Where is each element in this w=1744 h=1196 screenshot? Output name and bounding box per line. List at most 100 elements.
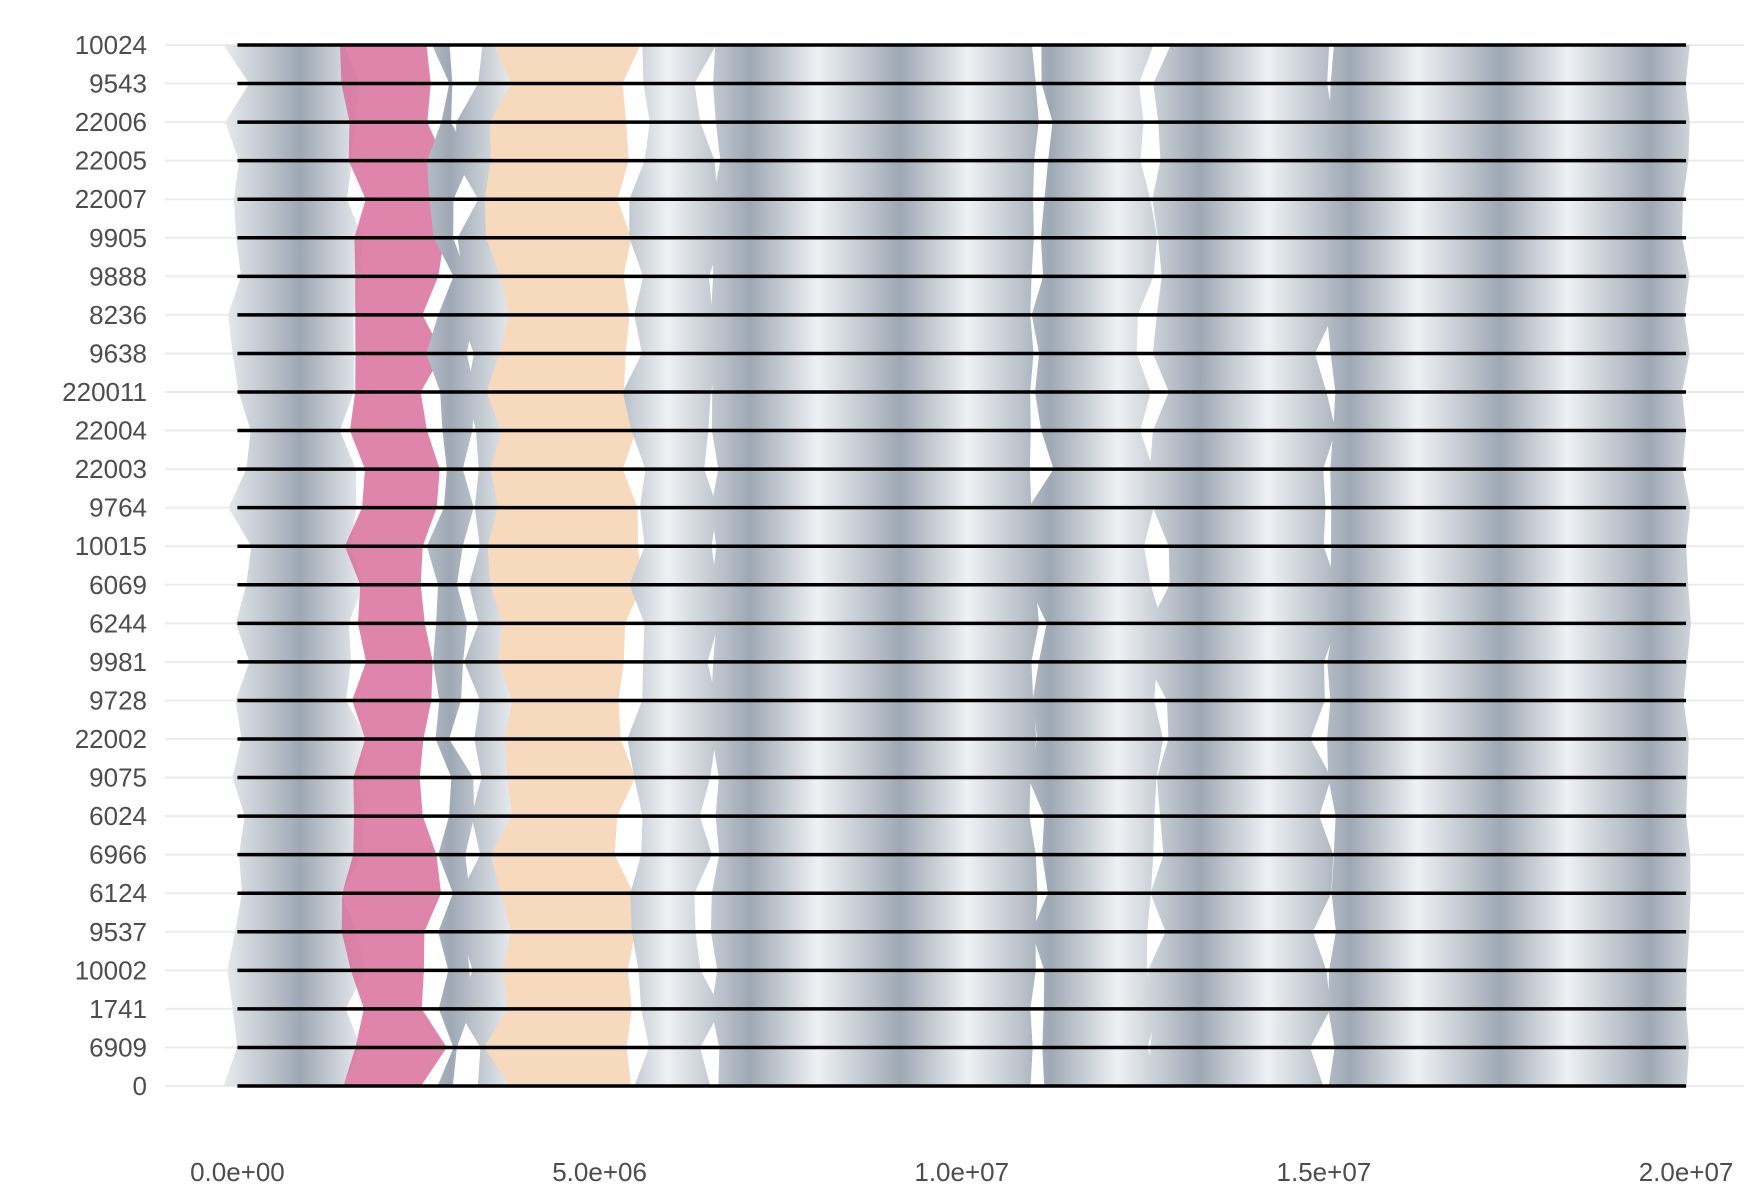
y-tick-label-9905: 9905 — [89, 223, 147, 253]
ribbon-conserved-5-22004 — [631, 430, 709, 470]
y-tick-label-9888: 9888 — [89, 261, 147, 291]
ribbon-conserved-2-6244 — [433, 623, 468, 662]
ribbon-other-4-9728 — [504, 700, 621, 739]
y-tick-label-1741: 1741 — [89, 994, 147, 1024]
ribbon-conserved-9-9888 — [1326, 276, 1690, 315]
ribbon-conserved-0-1741 — [232, 1008, 361, 1048]
ribbon-conserved-2-22007 — [429, 199, 454, 238]
ribbon-inversion-1-8236 — [355, 314, 443, 354]
ribbon-conserved-9-6244 — [1327, 623, 1691, 662]
ribbon-inversion-1-6966 — [342, 854, 442, 894]
y-tick-label-10015: 10015 — [75, 531, 147, 561]
ribbon-conserved-5-9075 — [634, 777, 711, 817]
ribbon-conserved-0-9638 — [232, 353, 354, 392]
ribbon-conserved-9-9764 — [1330, 507, 1691, 547]
ribbon-other-4-8236 — [499, 314, 630, 354]
ribbon-other-4-10024 — [493, 45, 641, 84]
ribbon-other-4-9638 — [486, 353, 626, 392]
ribbon-conserved-6-22007 — [712, 199, 1034, 238]
y-tick-label-6024: 6024 — [89, 801, 147, 831]
ribbon-conserved-0-9728 — [235, 700, 367, 739]
ribbon-conserved-7-6069 — [1028, 584, 1163, 624]
ribbon-conserved-0-10024 — [223, 45, 361, 84]
ribbon-conserved-8-1741 — [1150, 1008, 1331, 1048]
ribbon-conserved-6-22004 — [711, 430, 1031, 470]
ribbon-conserved-0-8236 — [228, 314, 354, 354]
ribbon-other-4-9764 — [487, 507, 638, 547]
ribbon-conserved-5-10002 — [638, 970, 722, 1009]
y-tick-label-6244: 6244 — [89, 608, 147, 638]
ribbon-other-4-22002 — [504, 739, 636, 778]
y-tick-label-22006: 22006 — [75, 107, 147, 137]
ribbon-conserved-6-6124 — [710, 893, 1038, 932]
ribbon-conserved-8-6124 — [1150, 893, 1332, 932]
ribbon-conserved-0-22007 — [233, 199, 363, 238]
ribbon-conserved-8-6069 — [1149, 584, 1338, 624]
y-tick-label-10002: 10002 — [75, 955, 147, 985]
ribbon-other-4-10015 — [487, 546, 643, 585]
ribbon-inversion-1-6024 — [353, 816, 437, 855]
ribbon-other-4-22004 — [490, 430, 637, 470]
y-tick-label-9764: 9764 — [89, 493, 147, 523]
x-tick-label-2: 1.0e+07 — [914, 1157, 1009, 1187]
ribbon-conserved-7-22003 — [1028, 469, 1154, 508]
ribbon-other-4-9537 — [503, 931, 636, 971]
x-tick-label-4: 2.0e+07 — [1639, 1157, 1734, 1187]
ribbon-conserved-8-9981 — [1146, 661, 1325, 701]
ribbon-conserved-9-10024 — [1330, 45, 1690, 84]
ribbon-other-4-6069 — [490, 584, 643, 624]
ribbon-conserved-2-22005 — [427, 160, 471, 200]
ribbon-conserved-7-10002 — [1043, 970, 1159, 1009]
ribbon-conserved-9-9728 — [1327, 700, 1689, 739]
ribbon-conserved-9-22003 — [1330, 469, 1691, 508]
ribbon-inversion-1-22005 — [348, 160, 445, 200]
ribbon-conserved-8-22005 — [1152, 160, 1338, 200]
ribbon-conserved-2-22003 — [443, 469, 474, 508]
ribbon-inversion-1-6069 — [357, 584, 425, 624]
y-tick-label-9075: 9075 — [89, 763, 147, 793]
ribbon-conserved-5-9888 — [634, 276, 713, 315]
ribbon-inversion-1-22003 — [362, 469, 440, 508]
ribbon-conserved-5-9537 — [631, 931, 701, 971]
ribbon-conserved-0-6244 — [235, 623, 352, 662]
ribbon-conserved-7-1741 — [1042, 1008, 1159, 1048]
y-axis: 10024 9543 22006 22005 22007 9905 9888 8236 9638… — [62, 30, 147, 1101]
ribbon-conserved-5-9764 — [639, 507, 718, 547]
ribbon-conserved-5-22003 — [639, 469, 718, 508]
y-tick-label-22002: 22002 — [75, 724, 147, 754]
ribbon-other-4-22007 — [484, 199, 632, 238]
y-tick-label-6909: 6909 — [89, 1032, 147, 1062]
ribbon-conserved-2-9981 — [433, 661, 464, 701]
ribbon-conserved-7-6124 — [1031, 893, 1151, 932]
ribbon-conserved-2-6909 — [437, 1047, 457, 1086]
ribbon-conserved-7-22007 — [1040, 199, 1158, 238]
ribbon-other-4-9075 — [507, 777, 636, 817]
ribbon-conserved-9-9638 — [1330, 353, 1690, 392]
ribbon-conserved-0-6124 — [235, 893, 357, 932]
y-tick-label-9728: 9728 — [89, 685, 147, 715]
ribbon-inversion-1-6244 — [357, 623, 433, 662]
ribbon-conserved-9-220011 — [1333, 392, 1687, 431]
ribbon-conserved-8-6024 — [1160, 816, 1334, 855]
ribbon-conserved-0-6909 — [223, 1047, 361, 1086]
ribbon-conserved-8-9888 — [1156, 276, 1334, 315]
ribbon-conserved-7-9638 — [1034, 353, 1151, 392]
ribbon-conserved-7-6244 — [1038, 623, 1163, 662]
ribbon-other-4-6966 — [490, 854, 634, 894]
ribbon-inversion-1-22006 — [348, 122, 445, 161]
ribbon-conserved-2-22004 — [442, 430, 473, 470]
ribbon-conserved-2-9728 — [435, 700, 462, 739]
ribbon-conserved-2-8236 — [426, 314, 475, 354]
ribbon-conserved-7-9905 — [1040, 237, 1158, 277]
ribbon-conserved-6-9543 — [713, 83, 1039, 123]
ribbon-conserved-6-22002 — [712, 739, 1037, 778]
ribbon-conserved-8-6244 — [1146, 623, 1338, 662]
ribbon-inversion-1-10015 — [344, 546, 423, 585]
ribbon-other-4-9981 — [498, 661, 624, 701]
ribbon-conserved-9-22002 — [1327, 739, 1689, 778]
y-tick-label-6124: 6124 — [89, 878, 147, 908]
ribbon-conserved-8-9728 — [1166, 700, 1325, 739]
ribbon-inversion-1-9638 — [355, 353, 443, 392]
ribbon-other-4-1741 — [484, 1008, 632, 1048]
